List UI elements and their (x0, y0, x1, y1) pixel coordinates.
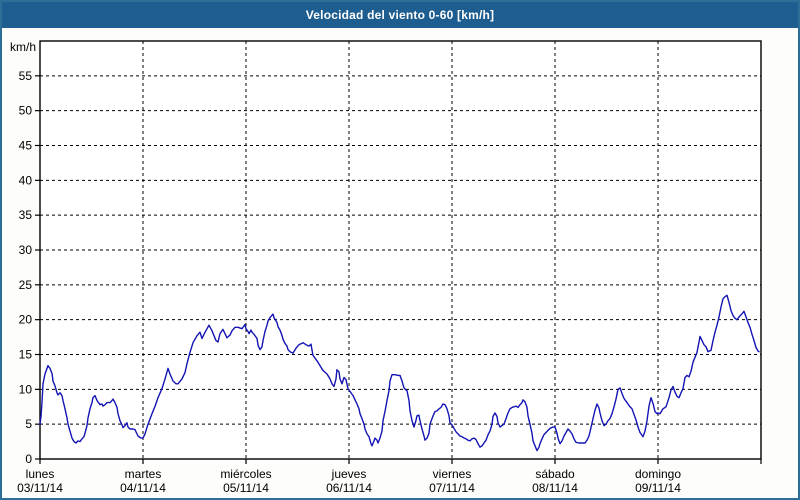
wind-speed-line (39, 294, 760, 452)
x-tick-date-label-5: 08/11/14 (532, 481, 578, 495)
y-tick-label-40: 40 (19, 173, 33, 187)
y-tick-label-20: 20 (19, 313, 33, 327)
y-tick-label-30: 30 (19, 243, 33, 257)
y-tick-label-45: 45 (19, 139, 33, 153)
x-tick-day-label-2: miércoles (220, 467, 271, 481)
x-tick-date-label-2: 05/11/14 (223, 481, 269, 495)
x-tick-date-label-4: 07/11/14 (429, 481, 475, 495)
x-tick-date-label-0: 03/11/14 (17, 481, 63, 495)
x-tick-date-label-3: 06/11/14 (326, 481, 372, 495)
y-tick-label-10: 10 (19, 382, 33, 396)
y-tick-label-15: 15 (19, 348, 33, 362)
x-tick-date-label-6: 09/11/14 (635, 481, 681, 495)
y-tick-label-25: 25 (19, 278, 33, 292)
x-tick-day-label-4: viernes (433, 467, 472, 481)
x-tick-date-label-1: 04/11/14 (120, 481, 166, 495)
x-tick-day-label-3: jueves (331, 467, 367, 481)
x-tick-day-label-1: martes (125, 467, 162, 481)
y-tick-label-5: 5 (25, 417, 32, 431)
y-tick-label-0: 0 (25, 452, 32, 466)
y-tick-label-50: 50 (19, 104, 33, 118)
x-tick-day-label-0: lunes (26, 467, 55, 481)
y-tick-label-35: 35 (19, 208, 33, 222)
title-bar: Velocidad del viento 0-60 [km/h] (0, 0, 800, 28)
chart-title: Velocidad del viento 0-60 [km/h] (305, 8, 495, 22)
y-tick-label-55: 55 (19, 69, 33, 83)
x-tick-day-label-5: sábado (535, 467, 575, 481)
plot-border (39, 40, 762, 460)
x-tick-day-label-6: domingo (635, 467, 681, 481)
y-axis-unit-label: km/h (10, 40, 36, 54)
